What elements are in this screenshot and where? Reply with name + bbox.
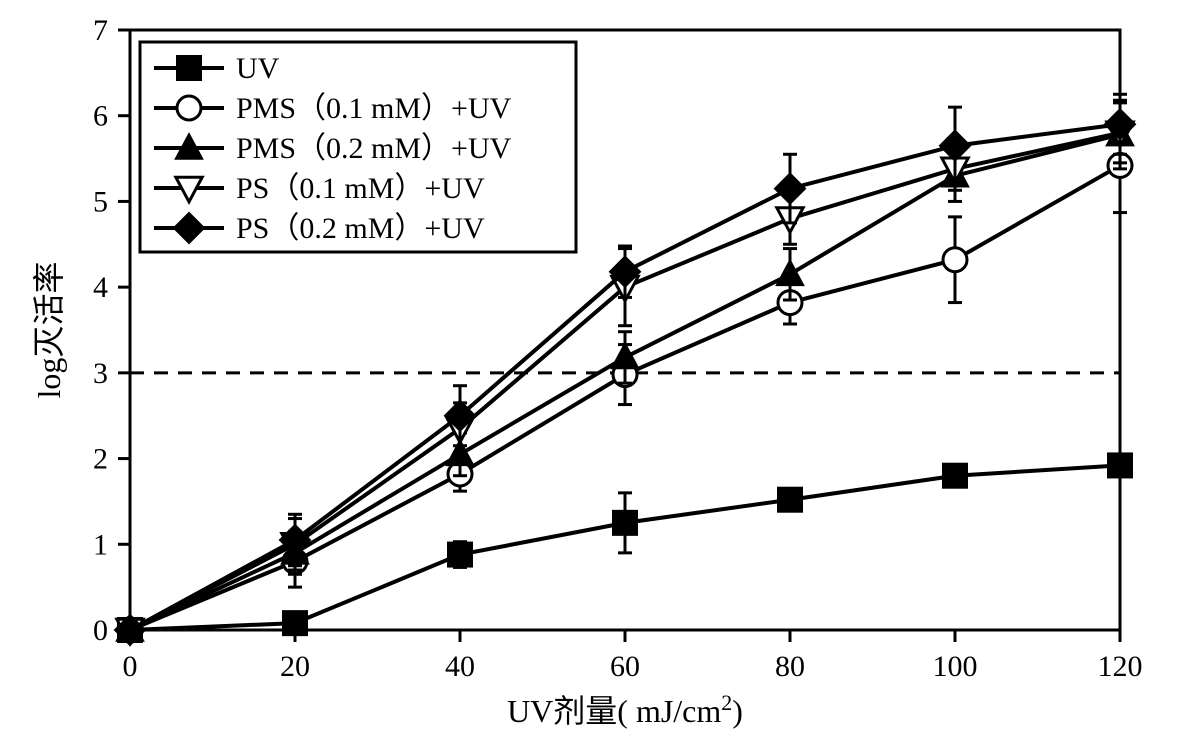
y-tick-label: 5	[93, 185, 108, 218]
y-tick-label: 7	[93, 14, 108, 47]
x-tick-label: 20	[280, 650, 310, 683]
y-tick-label: 2	[93, 443, 108, 476]
legend: UV PMS（0.1 mM）+UV PMS（0.2 mM）+UV PS（0.1 mM）…	[140, 42, 576, 252]
y-tick-label: 4	[93, 271, 108, 304]
chart-container: 0 20 40 60 80 100 120 0 1 2 3 4 5 6 7 UV剂量( mJ/cm2) log灭…	[0, 0, 1181, 754]
legend-label: PS（0.2 mM）+UV	[236, 212, 485, 245]
legend-label: PMS（0.2 mM）+UV	[236, 132, 512, 165]
y-tick-label: 1	[93, 528, 108, 561]
y-axis-label: log灭活率	[31, 262, 67, 399]
series-UV	[118, 453, 1132, 642]
y-tick-label: 6	[93, 100, 108, 133]
y-tick-label: 3	[93, 357, 108, 390]
x-tick-label: 100	[933, 650, 978, 683]
x-tick-label: 40	[445, 650, 475, 683]
x-tick-label: 120	[1098, 650, 1143, 683]
x-axis-label: UV剂量( mJ/cm2)	[507, 690, 743, 730]
legend-label: UV	[236, 52, 280, 85]
y-tick-label: 0	[93, 614, 108, 647]
x-tick-label: 80	[775, 650, 805, 683]
x-tick-label: 60	[610, 650, 640, 683]
chart-svg: 0 20 40 60 80 100 120 0 1 2 3 4 5 6 7 UV剂量( mJ/cm2) log灭…	[0, 0, 1181, 754]
x-tick-label: 0	[123, 650, 138, 683]
legend-label: PS（0.1 mM）+UV	[236, 172, 485, 205]
legend-label: PMS（0.1 mM）+UV	[236, 92, 512, 125]
